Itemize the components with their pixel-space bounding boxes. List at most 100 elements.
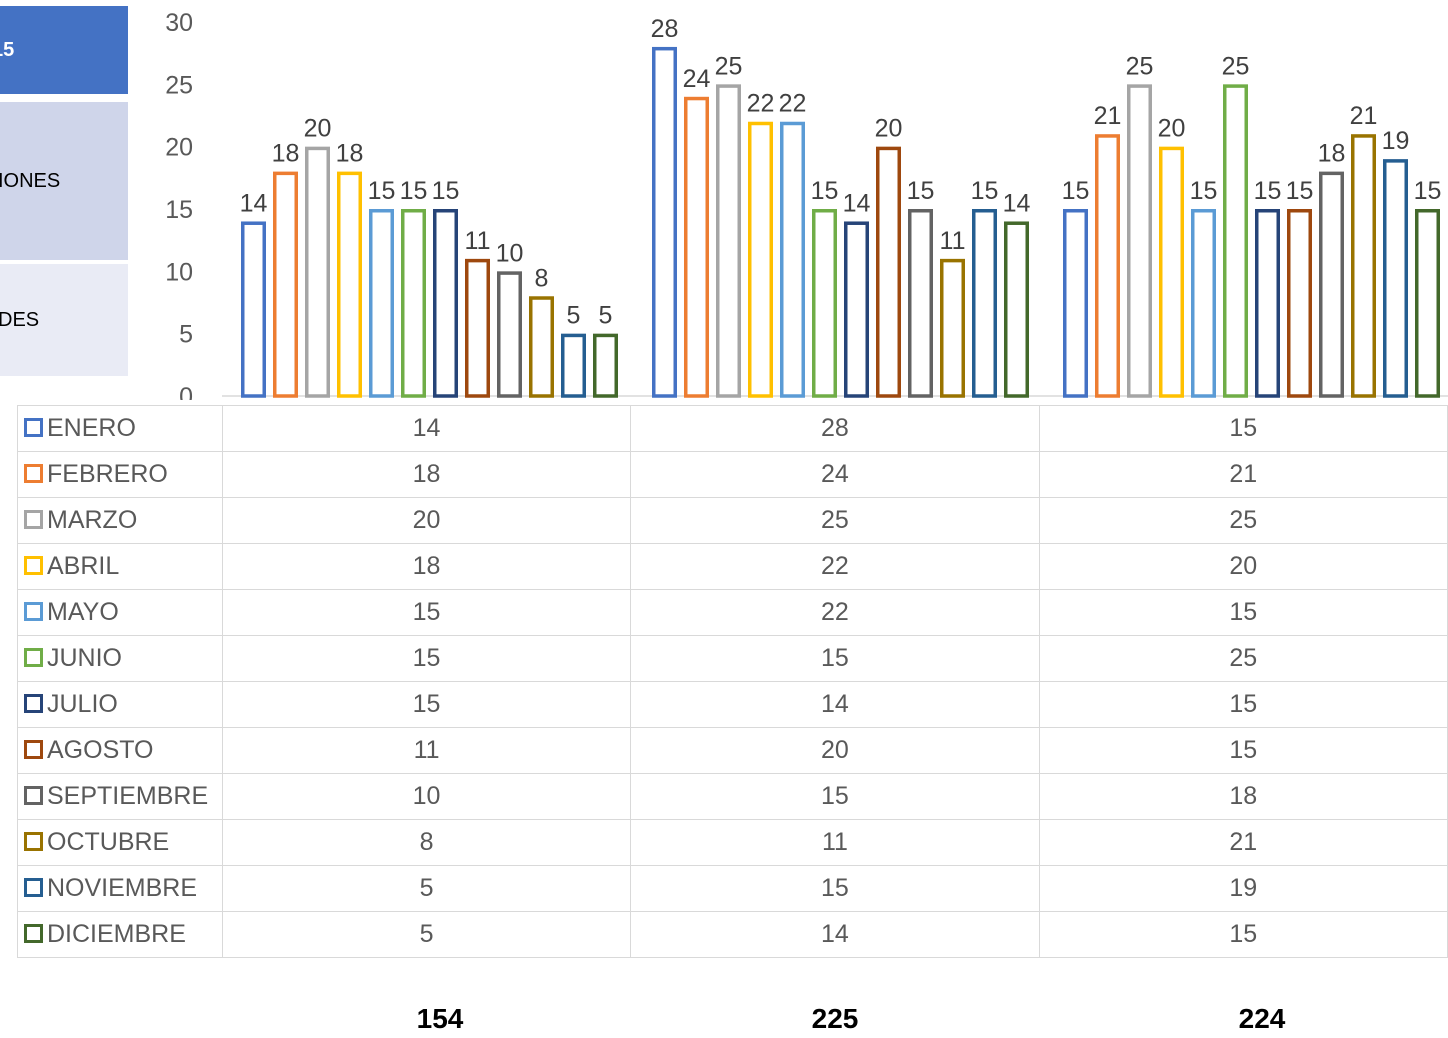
series-name-cell: MARZO [17, 497, 223, 544]
y-tick-label: 0 [179, 383, 193, 400]
table-cell: 15 [1038, 589, 1448, 636]
bar [972, 209, 997, 398]
legend-key-icon [24, 694, 43, 713]
table-row: SEPTIEMBRE 10 15 18 [17, 773, 1448, 820]
table-cell: 25 [630, 497, 1040, 544]
legend-key-icon [24, 878, 43, 897]
series-name-cell: DICIEMBRE [17, 911, 223, 958]
table-cell: 11 [221, 727, 632, 774]
series-name-cell: JUNIO [17, 635, 223, 682]
y-tick-label: 25 [165, 71, 193, 99]
bar [1383, 159, 1408, 398]
series-name: AGOSTO [47, 736, 154, 764]
legend-key-icon [24, 832, 43, 851]
table-cell: 20 [221, 497, 632, 544]
data-label: 19 [1382, 127, 1410, 155]
table-row: DICIEMBRE 5 14 15 [17, 911, 1448, 958]
series-name: SEPTIEMBRE [47, 782, 209, 810]
data-label: 15 [1286, 177, 1314, 205]
table-row: NOVIEMBRE 5 15 19 [17, 865, 1448, 912]
table-cell: 18 [221, 451, 632, 498]
side-panel-label: DES [0, 308, 40, 331]
bar [716, 84, 741, 398]
table-cell: 22 [630, 589, 1040, 636]
data-label: 5 [599, 302, 613, 330]
bar [433, 209, 458, 398]
series-name-cell: ABRIL [17, 543, 223, 590]
data-label: 15 [971, 177, 999, 205]
table-row: OCTUBRE 8 11 21 [17, 819, 1448, 866]
bar [497, 271, 522, 398]
bar [465, 258, 490, 398]
bar [940, 258, 965, 398]
table-cell: 14 [221, 405, 632, 452]
side-panel-label: IONES [0, 169, 61, 192]
table-row: MARZO 20 25 25 [17, 497, 1448, 544]
table-cell: 15 [630, 865, 1040, 912]
y-tick-label: 10 [165, 258, 193, 286]
bar [652, 46, 677, 398]
category-label: 224 [1238, 1003, 1286, 1034]
category-label: 154 [416, 1003, 464, 1034]
data-label: 10 [496, 239, 524, 267]
bar [684, 96, 709, 398]
legend-key-icon [24, 418, 43, 437]
table-cell: 15 [221, 589, 632, 636]
legend-key-icon [24, 602, 43, 621]
table-cell: 15 [630, 773, 1040, 820]
table-cell: 15 [221, 681, 632, 728]
table-cell: 25 [1038, 635, 1448, 682]
data-label: 22 [747, 90, 775, 118]
data-label: 15 [1254, 177, 1282, 205]
bar [1223, 84, 1248, 398]
table-cell: 15 [1038, 681, 1448, 728]
data-label: 15 [811, 177, 839, 205]
bar [241, 221, 266, 398]
series-name-cell: MAYO [17, 589, 223, 636]
bar [876, 146, 901, 398]
bar [1127, 84, 1152, 398]
bar [780, 121, 805, 398]
table-cell: 14 [630, 911, 1040, 958]
bar [1095, 134, 1120, 398]
data-label: 25 [1222, 52, 1250, 80]
series-name-cell: SEPTIEMBRE [17, 773, 223, 820]
series-name: JULIO [47, 690, 118, 718]
bar [1351, 134, 1376, 398]
table-row: ENERO 14 28 15 [17, 405, 1448, 452]
data-label: 25 [1126, 52, 1154, 80]
bar [748, 121, 773, 398]
bar [1004, 221, 1029, 398]
data-label: 14 [843, 189, 871, 217]
data-label: 15 [432, 177, 460, 205]
bar [844, 221, 869, 398]
legend-key-icon [24, 924, 43, 943]
data-label: 11 [465, 227, 491, 255]
bar [273, 171, 298, 398]
series-name: MAYO [47, 598, 119, 626]
table-cell: 28 [630, 405, 1040, 452]
bar [401, 209, 426, 398]
table-cell: 14 [630, 681, 1040, 728]
series-name-cell: OCTUBRE [17, 819, 223, 866]
bar [561, 333, 586, 398]
table-cell: 20 [1038, 543, 1448, 590]
series-name-cell: FEBRERO [17, 451, 223, 498]
bar [908, 209, 933, 398]
table-cell: 15 [630, 635, 1040, 682]
data-label: 21 [1094, 102, 1122, 130]
data-label: 5 [567, 302, 581, 330]
bar [369, 209, 394, 398]
y-axis: 0 5 10 15 20 25 30 [165, 9, 193, 400]
data-label: 15 [1062, 177, 1090, 205]
chart-data-table: ENERO 14 28 15 FEBRERO 18 24 21 MARZO 20 25 25 ABRIL… [17, 405, 1448, 958]
bar [593, 333, 618, 398]
legend-key-icon [24, 556, 43, 575]
data-label: 20 [304, 115, 332, 143]
table-cell: 25 [1038, 497, 1448, 544]
data-label: 18 [272, 140, 300, 168]
table-cell: 18 [221, 543, 632, 590]
category-label: 225 [811, 1003, 859, 1034]
y-tick-label: 20 [165, 134, 193, 162]
